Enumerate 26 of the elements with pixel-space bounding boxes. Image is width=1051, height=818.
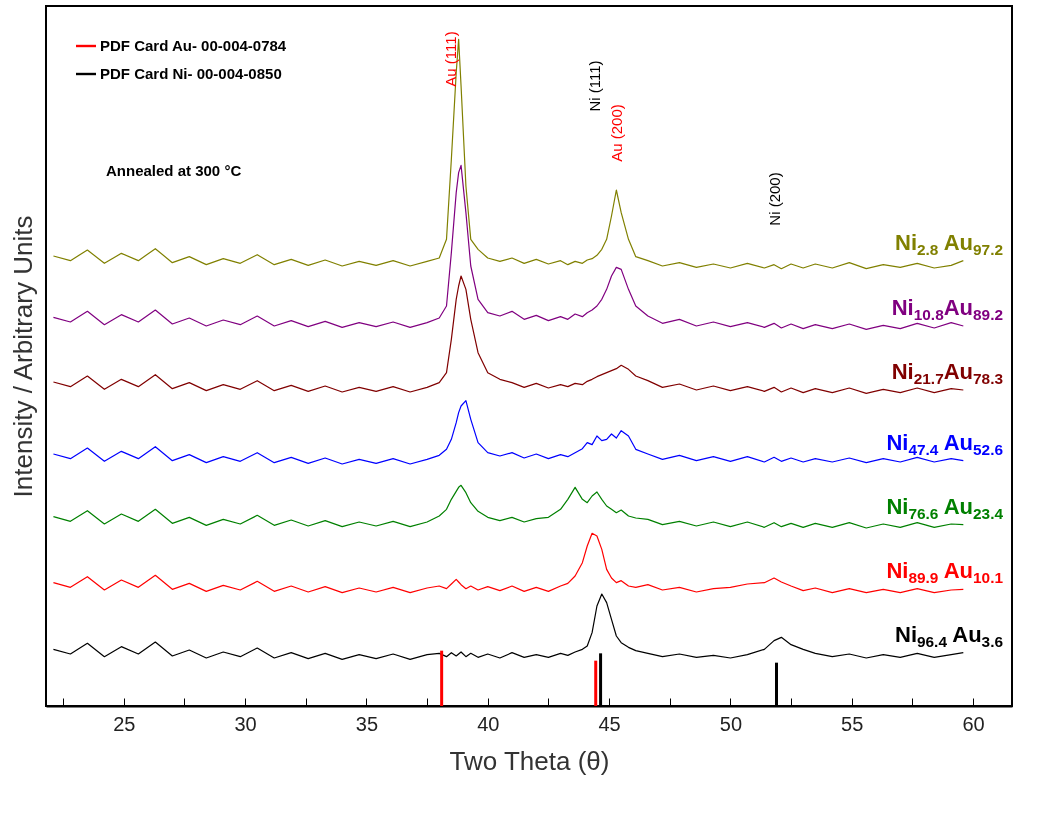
- x-tick-label: 35: [355, 712, 379, 735]
- annotation: Annealed at 300 °C: [106, 162, 242, 179]
- x-tick-label: 30: [234, 712, 257, 735]
- series-label: Ni$_{96.4}$ Au$_{3.6}$: [895, 621, 1003, 650]
- x-tick-label: 60: [962, 712, 985, 735]
- series-label: Ni$_{76.6}$ Au$_{23.4}$: [886, 493, 1004, 522]
- x-tick-label: 25: [113, 712, 136, 735]
- series-label: Ni$_{21.7}$Au$_{78.3}$: [891, 359, 1003, 387]
- x-tick-label: 55: [841, 712, 864, 735]
- annotation: Ni (200): [766, 172, 783, 226]
- annotation: Au (111): [442, 31, 459, 87]
- series-label: Ni$_{89.9}$ Au$_{10.1}$: [886, 558, 1004, 586]
- x-tick-label: 40: [477, 712, 500, 735]
- legend-label: PDF Card Ni- 00-004-0850: [100, 65, 282, 82]
- series-label: Ni$_{10.8}$Au$_{89.2}$: [891, 295, 1003, 323]
- legend-label: PDF Card Au- 00-004-0784: [100, 37, 287, 54]
- bar: [594, 660, 598, 706]
- series-label: Ni$_{47.4}$ Au$_{52.6}$: [886, 429, 1003, 458]
- annotation: Ni (111): [586, 60, 603, 112]
- x-tick-label: 45: [598, 712, 621, 735]
- x-tick-label: 50: [719, 712, 743, 735]
- bar: [440, 650, 444, 706]
- series-label: Ni$_{2.8}$ Au$_{97.2}$: [895, 229, 1003, 258]
- x-axis-title: Two Theta (θ): [449, 745, 610, 776]
- y-axis-title: Intensity / Arbitrary Units: [7, 215, 38, 498]
- annotation: Au (200): [608, 104, 625, 162]
